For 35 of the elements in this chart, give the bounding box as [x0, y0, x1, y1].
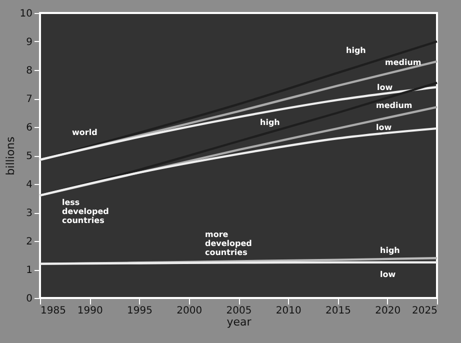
annotation: high [380, 246, 400, 255]
x-tick-label: 2025 [412, 306, 438, 316]
annotation: world [72, 128, 98, 137]
y-tick-label: 0 [26, 294, 32, 304]
annotation: medium [385, 58, 422, 67]
x-tick-label: 2000 [176, 306, 202, 316]
y-tick-label: 4 [26, 180, 32, 190]
x-tick-label: 2010 [276, 306, 302, 316]
annotation: low [380, 270, 396, 279]
annotation: low [377, 83, 394, 92]
x-tick-label: 2020 [375, 306, 401, 316]
y-tick-label: 1 [26, 265, 32, 276]
annotation: high [260, 118, 280, 127]
annotation: high [346, 46, 366, 55]
annotation: medium [376, 101, 412, 110]
line-series [38, 86, 438, 161]
y-tick-label: 8 [26, 66, 32, 76]
line-series [38, 60, 438, 161]
y-tick-label: 3 [26, 208, 32, 219]
x-axis-title: year [226, 316, 252, 328]
y-axis-title: billions [4, 136, 17, 176]
y-tick-label: 2 [26, 236, 32, 248]
y-tick-label: 10 [20, 8, 32, 20]
y-tick-label: 6 [26, 122, 32, 134]
x-tick-label: 1995 [127, 306, 152, 316]
x-tick-label: 1985 [40, 306, 66, 316]
y-tick-label: 7 [26, 94, 32, 105]
y-tick-label: 9 [26, 37, 32, 48]
annotation: more developed countries [205, 230, 252, 257]
annotation: less developed countries [62, 198, 110, 225]
annotation: low [376, 123, 392, 132]
y-tick-label: 5 [26, 151, 32, 162]
x-tick-label: 2015 [326, 306, 351, 316]
x-tick-label: 1990 [77, 306, 103, 316]
x-tick-label: 2005 [226, 306, 252, 316]
